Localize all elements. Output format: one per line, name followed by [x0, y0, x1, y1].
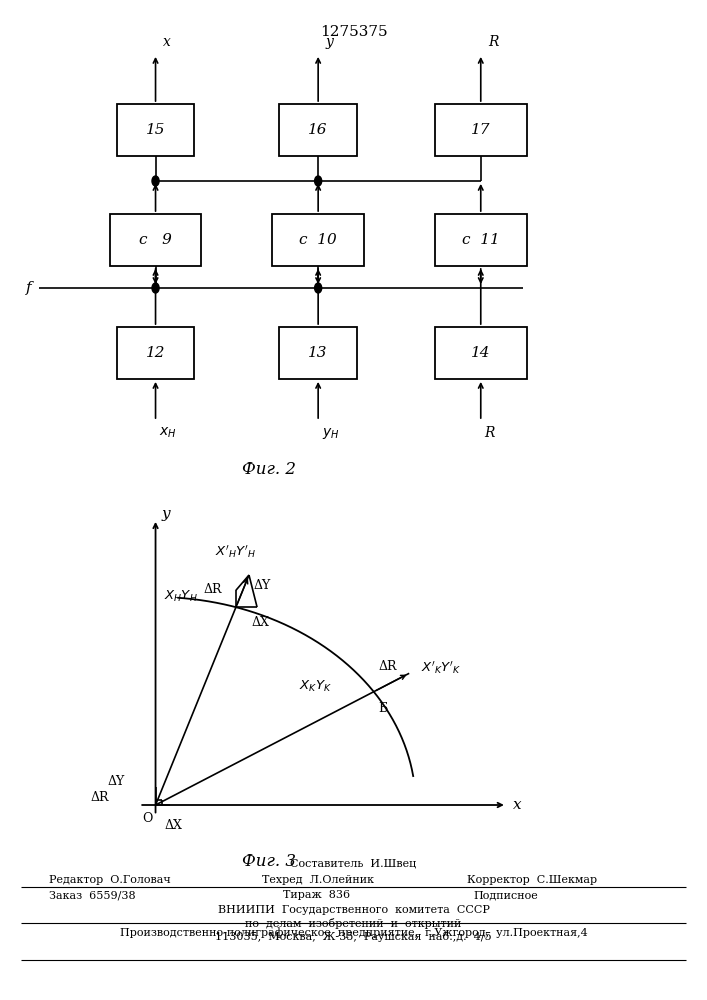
Text: $X'_H Y'_H$: $X'_H Y'_H$ — [215, 543, 257, 560]
Text: Фuг. 2: Фuг. 2 — [242, 461, 296, 478]
FancyBboxPatch shape — [117, 104, 194, 156]
Text: c   9: c 9 — [139, 233, 172, 247]
Text: Техред  Л.Олейник: Техред Л.Олейник — [262, 875, 373, 885]
Text: ΔR: ΔR — [91, 791, 110, 804]
Text: R: R — [484, 426, 495, 440]
Text: Фuг. 3: Фuг. 3 — [242, 853, 296, 870]
Text: 13: 13 — [308, 346, 328, 360]
FancyBboxPatch shape — [272, 214, 364, 266]
Text: ВНИИПИ  Государственного  комитета  СССР: ВНИИПИ Государственного комитета СССР — [218, 905, 489, 915]
Text: ΔR: ΔR — [379, 660, 397, 673]
Text: 14: 14 — [471, 346, 491, 360]
Text: $X'_K Y'_K$: $X'_K Y'_K$ — [421, 660, 462, 676]
Text: по  делам  изобретений  и  открытий: по делам изобретений и открытий — [245, 918, 462, 929]
Text: Составитель  И.Швец: Составитель И.Швец — [291, 859, 416, 869]
Text: ΔR: ΔR — [204, 583, 223, 596]
Text: ΔX: ΔX — [252, 616, 269, 629]
Circle shape — [315, 176, 322, 186]
Text: O: O — [142, 812, 153, 824]
FancyBboxPatch shape — [110, 214, 201, 266]
Text: ΔX: ΔX — [165, 819, 182, 832]
Circle shape — [152, 176, 159, 186]
Text: Редактор  О.Головач: Редактор О.Головач — [49, 875, 171, 885]
Text: Подписное: Подписное — [474, 890, 539, 900]
Text: c  11: c 11 — [462, 233, 500, 247]
FancyBboxPatch shape — [435, 214, 527, 266]
Text: Производственно-полиграфическое  предприятие,  г.Ужгород,  ул.Проектная,4: Производственно-полиграфическое предприя… — [119, 927, 588, 938]
Text: 1275375: 1275375 — [320, 25, 387, 39]
Text: 16: 16 — [308, 123, 328, 137]
Text: c  10: c 10 — [299, 233, 337, 247]
FancyBboxPatch shape — [435, 327, 527, 379]
Text: x: x — [163, 35, 170, 49]
Text: Б: Б — [379, 702, 388, 715]
Text: 15: 15 — [146, 123, 165, 137]
Text: ΔY: ΔY — [108, 775, 125, 788]
Text: y: y — [162, 507, 170, 521]
Text: 17: 17 — [471, 123, 491, 137]
Text: Заказ  6559/38: Заказ 6559/38 — [49, 890, 136, 900]
Circle shape — [315, 283, 322, 293]
Text: 12: 12 — [146, 346, 165, 360]
Text: Тираж  836: Тираж 836 — [283, 890, 350, 900]
Text: y: y — [325, 35, 333, 49]
Text: x: x — [513, 798, 522, 812]
Circle shape — [152, 283, 159, 293]
Text: $X_H Y_H$: $X_H Y_H$ — [164, 589, 197, 604]
Text: R: R — [488, 35, 498, 49]
Text: $y_H$: $y_H$ — [322, 426, 339, 441]
Text: Корректор  С.Шекмар: Корректор С.Шекмар — [467, 875, 597, 885]
Text: $X_K Y_K$: $X_K Y_K$ — [299, 679, 332, 694]
FancyBboxPatch shape — [279, 104, 357, 156]
Text: $x_H$: $x_H$ — [159, 426, 177, 440]
FancyBboxPatch shape — [117, 327, 194, 379]
FancyBboxPatch shape — [279, 327, 357, 379]
Text: 113035,  Москва,  Ж-35,  Раушская  наб.,д.  4/5: 113035, Москва, Ж-35, Раушская наб.,д. 4… — [215, 931, 492, 942]
FancyBboxPatch shape — [435, 104, 527, 156]
Text: ΔY: ΔY — [253, 579, 271, 592]
Text: f: f — [26, 281, 32, 295]
